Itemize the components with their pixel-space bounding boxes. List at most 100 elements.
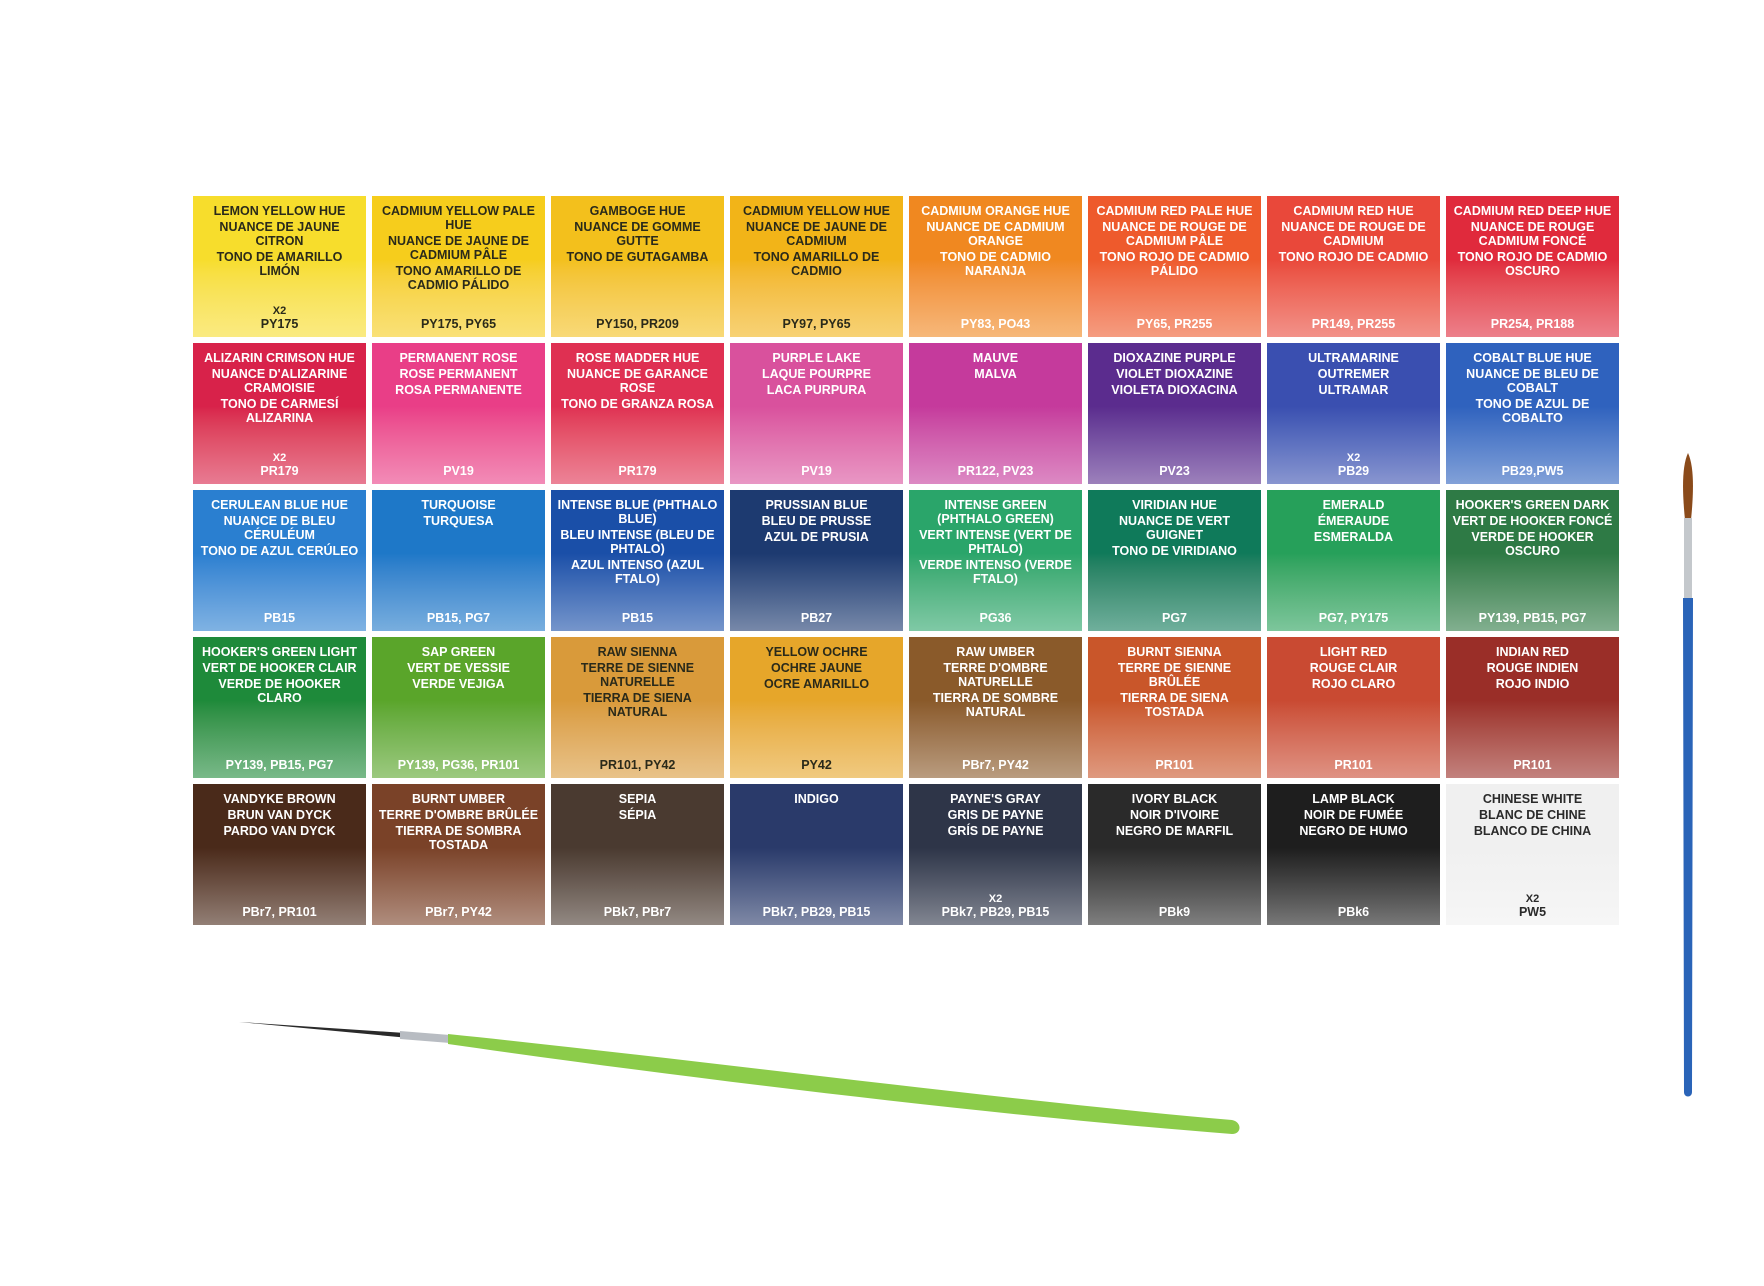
blue-brush xyxy=(1683,453,1693,1097)
pigment-codes: PBr7, PY42 xyxy=(425,905,492,919)
swatch-name: NUANCE DE ROUGE DE CADMIUM PÂLE xyxy=(1102,220,1247,248)
swatch-footer: PR101 xyxy=(1155,758,1193,772)
pigment-codes: PV19 xyxy=(801,464,832,478)
swatch-name: VANDYKE BROWN xyxy=(223,792,336,806)
swatch-name: AZUL INTENSO (AZUL FTALO) xyxy=(570,558,705,586)
swatch-name: BURNT UMBER xyxy=(411,792,506,806)
swatch-name: GAMBOGE HUE xyxy=(589,204,686,218)
swatch-footer: PR101 xyxy=(1513,758,1551,772)
swatch-name: NUANCE DE CADMIUM ORANGE xyxy=(926,220,1065,248)
swatch: LIGHT RED ROUGE CLAIR ROJO CLARO PR101 xyxy=(1267,637,1440,778)
swatch-name: TURQUESA xyxy=(423,514,494,528)
swatch-name: TONO ROJO DE CADMIO xyxy=(1278,250,1429,264)
count: x2 xyxy=(1525,893,1540,905)
swatch-name: MAUVE xyxy=(972,351,1019,365)
swatch: COBALT BLUE HUE NUANCE DE BLEU DE COBALT T… xyxy=(1446,343,1619,484)
swatch: CADMIUM RED PALE HUE NUANCE DE ROUGE DE C… xyxy=(1088,196,1261,337)
swatch-footer: PG7, PY175 xyxy=(1319,611,1389,625)
swatch: PERMANENT ROSE ROSE PERMANENT ROSA PERMANE… xyxy=(372,343,545,484)
pigment-codes: PG7 xyxy=(1161,611,1187,625)
swatch: CADMIUM RED DEEP HUE NUANCE DE ROUGE CADM… xyxy=(1446,196,1619,337)
swatch-name: BLEU DE PRUSSE xyxy=(761,514,872,528)
swatch-name: LAQUE POURPRE xyxy=(761,367,872,381)
pigment-codes: PBr7, PY42 xyxy=(962,758,1029,772)
swatch-footer: PV19 xyxy=(801,464,832,478)
swatch: SEPIA SÉPIA PBk7, PBr7 xyxy=(551,784,724,925)
swatch-name: AZUL DE PRUSIA xyxy=(764,530,869,544)
brush-handle xyxy=(1683,598,1693,1097)
swatch-footer: PY65, PR255 xyxy=(1137,317,1213,331)
swatch: BURNT SIENNA TERRE DE SIENNE BRÛLÉE TIERRA… xyxy=(1088,637,1261,778)
swatch-footer: PR179 xyxy=(618,464,656,478)
swatch: VANDYKE BROWN BRUN VAN DYCK PARDO VAN DYCK… xyxy=(193,784,366,925)
swatch-footer: PBk6 xyxy=(1338,905,1369,919)
pigment-codes: PR179 xyxy=(260,464,299,478)
swatch-footer: PY139, PB15, PG7 xyxy=(1479,611,1587,625)
swatch-name: GRIS DE PAYNE xyxy=(947,808,1044,822)
swatch-name: ULTRAMARINE xyxy=(1308,351,1399,365)
pigment-codes: PY65, PR255 xyxy=(1136,317,1213,331)
swatch-name: PARDO VAN DYCK xyxy=(223,824,336,838)
swatch-name: PRUSSIAN BLUE xyxy=(765,498,868,512)
pigment-codes: PV23 xyxy=(1159,464,1190,478)
swatch-name: CADMIUM YELLOW PALE HUE xyxy=(381,204,535,232)
swatch-name: RAW SIENNA xyxy=(597,645,678,659)
swatch: DIOXAZINE PURPLE VIOLET DIOXAZINE VIOLETA … xyxy=(1088,343,1261,484)
pigment-codes: PV19 xyxy=(443,464,474,478)
swatch: TURQUOISE TURQUESA PB15, PG7 xyxy=(372,490,545,631)
pigment-codes: PB27 xyxy=(800,611,833,625)
pigment-codes: PBk6 xyxy=(1337,905,1370,919)
swatch-name: BLEU INTENSE (BLEU DE PHTALO) xyxy=(560,528,715,556)
swatch: INTENSE GREEN (PHTHALO GREEN) VERT INTENS… xyxy=(909,490,1082,631)
pigment-codes: PB29 xyxy=(1337,464,1370,478)
swatch-name: VERT DE HOOKER CLAIR xyxy=(202,661,357,675)
swatch-footer: x2 PY175 xyxy=(260,306,299,332)
swatch-name: IVORY BLACK xyxy=(1131,792,1218,806)
swatch-name: TONO AMARILLO DE CADMIO PÁLIDO xyxy=(395,264,522,292)
pigment-codes: PR179 xyxy=(618,464,657,478)
swatch-name: HOOKER'S GREEN LIGHT xyxy=(201,645,358,659)
count: x2 xyxy=(1346,452,1361,464)
pigment-codes: PY139, PG36, PR101 xyxy=(397,758,520,772)
swatch-name: TONO DE AZUL CERÚLEO xyxy=(200,544,359,558)
pigment-codes: PR101 xyxy=(1334,758,1373,772)
swatch: EMERALD ÉMERAUDE ESMERALDA PG7, PY175 xyxy=(1267,490,1440,631)
swatch: YELLOW OCHRE OCHRE JAUNE OCRE AMARILLO PY42 xyxy=(730,637,903,778)
swatch-name: TIERRA DE SIENA NATURAL xyxy=(583,691,692,719)
swatch-name: TONO DE GUTAGAMBA xyxy=(566,250,709,264)
swatch-name: CADMIUM YELLOW HUE xyxy=(743,204,890,218)
swatch-name: ULTRAMAR xyxy=(1318,383,1389,397)
pigment-codes: PBk7, PB29, PB15 xyxy=(762,905,871,919)
swatch-name: ROUGE CLAIR xyxy=(1309,661,1398,675)
pigment-codes: PY150, PR209 xyxy=(596,317,679,331)
swatch-name: RAW UMBER xyxy=(956,645,1035,659)
swatch-footer: PG7 xyxy=(1162,611,1187,625)
swatch-name: ÉMERAUDE xyxy=(1317,514,1390,528)
count: x2 xyxy=(988,893,1003,905)
pigment-codes: PY175 xyxy=(260,317,299,331)
swatch-name: PAYNE'S GRAY xyxy=(950,792,1041,806)
swatch: LAMP BLACK NOIR DE FUMÉE NEGRO DE HUMO PBk6 xyxy=(1267,784,1440,925)
swatch-name: TIERRA DE SIENA TOSTADA xyxy=(1120,691,1229,719)
pigment-codes: PB29,PW5 xyxy=(1501,464,1564,478)
swatch-name: MALVA xyxy=(974,367,1017,381)
swatch-name: TERRE DE SIENNE BRÛLÉE xyxy=(1117,661,1232,689)
swatch-name: NOIR DE FUMÉE xyxy=(1303,808,1404,822)
swatch-name: NOIR D'IVOIRE xyxy=(1129,808,1220,822)
swatch: CERULEAN BLUE HUE NUANCE DE BLEU CÉRULÉUM… xyxy=(193,490,366,631)
swatch-name: ROSE MADDER HUE xyxy=(575,351,700,365)
swatch-name: TONO AMARILLO DE CADMIO xyxy=(753,250,880,278)
swatch-name: LAMP BLACK xyxy=(1312,792,1395,806)
swatch-name: NUANCE D'ALIZARINE CRAMOISIE xyxy=(211,367,348,395)
swatch-name: DIOXAZINE PURPLE xyxy=(1113,351,1236,365)
swatch: SAP GREEN VERT DE VESSIE VERDE VEJIGA PY139… xyxy=(372,637,545,778)
swatch-name: CADMIUM RED DEEP HUE xyxy=(1453,204,1612,218)
brush-tip xyxy=(1683,453,1693,520)
swatch-name: NUANCE DE ROUGE CADMIUM FONCÉ xyxy=(1470,220,1595,248)
swatch-footer: PR254, PR188 xyxy=(1491,317,1574,331)
swatch-name: ROUGE INDIEN xyxy=(1486,661,1579,675)
swatch-name: LEMON YELLOW HUE xyxy=(213,204,346,218)
pigment-codes: PW5 xyxy=(1518,905,1547,919)
swatch-name: CADMIUM RED PALE HUE xyxy=(1096,204,1253,218)
